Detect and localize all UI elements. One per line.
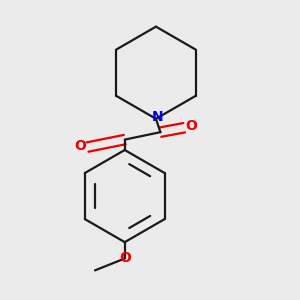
Text: O: O xyxy=(186,119,197,133)
Text: O: O xyxy=(119,251,131,266)
Text: O: O xyxy=(74,139,86,152)
Text: N: N xyxy=(152,110,163,124)
